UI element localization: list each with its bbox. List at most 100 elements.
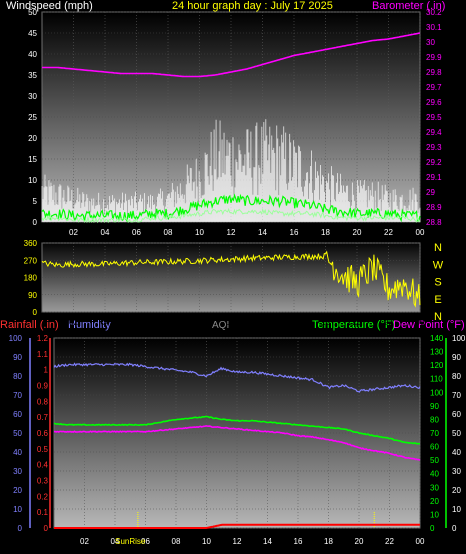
x-tick-label: 04 xyxy=(101,228,110,237)
x-tick-label: 20 xyxy=(353,228,362,237)
rainfall-tick-label: 0.8 xyxy=(37,397,49,406)
x-tick-label: 06 xyxy=(132,228,141,237)
x-tick-label: 20 xyxy=(355,537,364,546)
rainfall-tick-label: 0.2 xyxy=(37,492,49,501)
barometer-axis-title: Barometer (.in) xyxy=(372,0,446,12)
aqi-axis-title: AQI xyxy=(212,320,230,331)
windspeed-tick-label: 35 xyxy=(28,71,37,80)
barometer-tick-label: 29.3 xyxy=(426,143,442,152)
temperature-axis-title: Temperature (°F) xyxy=(312,319,396,331)
chart-title: 24 hour graph day : July 17 2025 xyxy=(172,0,333,12)
temperature-tick-label: 10 xyxy=(430,510,439,519)
windspeed-tick-label: 15 xyxy=(28,155,37,164)
windspeed-tick-label: 0 xyxy=(33,218,38,227)
rainfall-tick-label: 1.1 xyxy=(37,350,49,359)
dewpoint-line xyxy=(53,425,421,461)
x-tick-label: 10 xyxy=(195,318,204,327)
x-tick-label: 22 xyxy=(384,318,393,327)
temperature-tick-label: 120 xyxy=(430,361,444,370)
windspeed-tick-label: 10 xyxy=(28,176,37,185)
rainfall-tick-label: 0.4 xyxy=(37,461,49,470)
x-tick-label: 04 xyxy=(111,537,120,546)
direction-tick-label: 360 xyxy=(24,239,38,248)
x-tick-label: 16 xyxy=(290,318,299,327)
x-tick-label: 08 xyxy=(164,228,173,237)
humidity-tick-label: 70 xyxy=(13,391,22,400)
temperature-tick-label: 140 xyxy=(430,334,444,343)
rainfall-tick-label: 1 xyxy=(44,366,49,375)
x-tick-label: 10 xyxy=(195,228,204,237)
rainfall-tick-label: 0.1 xyxy=(37,508,49,517)
x-tick-label: 12 xyxy=(227,228,236,237)
direction-tick-label: 0 xyxy=(33,308,38,317)
windspeed-tick-label: 25 xyxy=(28,113,37,122)
temperature-tick-label: 70 xyxy=(430,429,439,438)
temperature-tick-label: 30 xyxy=(430,483,439,492)
barometer-tick-label: 29 xyxy=(426,188,435,197)
x-tick-label: 06 xyxy=(141,537,150,546)
windspeed-tick-label: 5 xyxy=(33,197,38,206)
compass-tick-label: N xyxy=(434,242,442,254)
x-tick-label: 12 xyxy=(227,318,236,327)
barometer-tick-label: 29.5 xyxy=(426,113,442,122)
barometer-tick-label: 29.6 xyxy=(426,98,442,107)
x-tick-label: 22 xyxy=(384,228,393,237)
dewpoint-tick-label: 30 xyxy=(452,467,461,476)
temperature-tick-label: 110 xyxy=(430,375,443,384)
x-tick-label: 02 xyxy=(69,228,78,237)
rainfall-tick-label: 1.2 xyxy=(37,334,49,343)
x-tick-label: 14 xyxy=(258,228,267,237)
humidity-tick-label: 90 xyxy=(13,353,22,362)
dewpoint-axis-title: Dew Point (°F) xyxy=(393,319,465,331)
x-tick-label: 22 xyxy=(385,537,394,546)
barometer-tick-label: 28.8 xyxy=(426,218,442,227)
dewpoint-tick-label: 20 xyxy=(452,486,461,495)
wind-average-line xyxy=(41,207,421,224)
rainfall-tick-label: 0.6 xyxy=(37,429,49,438)
humidity-tick-label: 100 xyxy=(9,334,23,343)
humidity-tick-label: 0 xyxy=(18,524,23,533)
compass-tick-label: N xyxy=(434,311,442,323)
windspeed-tick-label: 40 xyxy=(28,50,37,59)
temperature-tick-label: 40 xyxy=(430,470,439,479)
barometer-tick-label: 29.8 xyxy=(426,68,442,77)
barometer-tick-label: 29.7 xyxy=(426,83,442,92)
x-tick-label: 00 xyxy=(416,318,425,327)
rainfall-tick-label: 0.5 xyxy=(37,445,49,454)
compass-tick-label: S xyxy=(434,277,441,289)
direction-tick-label: 180 xyxy=(24,274,38,283)
x-tick-label: 18 xyxy=(321,228,330,237)
barometer-tick-label: 29.9 xyxy=(426,53,442,62)
temperature-tick-label: 130 xyxy=(430,348,444,357)
humidity-tick-label: 40 xyxy=(13,448,22,457)
humidity-tick-label: 30 xyxy=(13,467,22,476)
rainfall-tick-label: 0.9 xyxy=(37,382,49,391)
x-tick-label: 00 xyxy=(416,228,425,237)
x-tick-label: 02 xyxy=(80,537,89,546)
barometer-tick-label: 29.1 xyxy=(426,173,442,182)
rainfall-tick-label: 0.7 xyxy=(37,413,49,422)
dewpoint-tick-label: 50 xyxy=(452,429,461,438)
temperature-line xyxy=(53,415,420,445)
humidity-line xyxy=(53,362,421,393)
x-tick-label: 06 xyxy=(132,318,141,327)
wind-direction-line xyxy=(41,250,421,308)
humidity-tick-label: 60 xyxy=(13,410,22,419)
dewpoint-tick-label: 80 xyxy=(452,372,461,381)
humidity-tick-label: 10 xyxy=(13,505,22,514)
temperature-tick-label: 100 xyxy=(430,388,444,397)
dewpoint-tick-label: 90 xyxy=(452,353,461,362)
dewpoint-tick-label: 70 xyxy=(452,391,461,400)
dewpoint-tick-label: 10 xyxy=(452,505,461,514)
direction-tick-label: 90 xyxy=(28,291,37,300)
temperature-tick-label: 50 xyxy=(430,456,439,465)
x-tick-label: 16 xyxy=(294,537,303,546)
humidity-tick-label: 50 xyxy=(13,429,22,438)
humidity-tick-label: 20 xyxy=(13,486,22,495)
x-tick-label: 02 xyxy=(69,318,78,327)
x-tick-label: 10 xyxy=(202,537,211,546)
compass-tick-label: W xyxy=(433,259,444,271)
x-tick-label: 14 xyxy=(258,318,267,327)
x-tick-label: 00 xyxy=(416,537,425,546)
